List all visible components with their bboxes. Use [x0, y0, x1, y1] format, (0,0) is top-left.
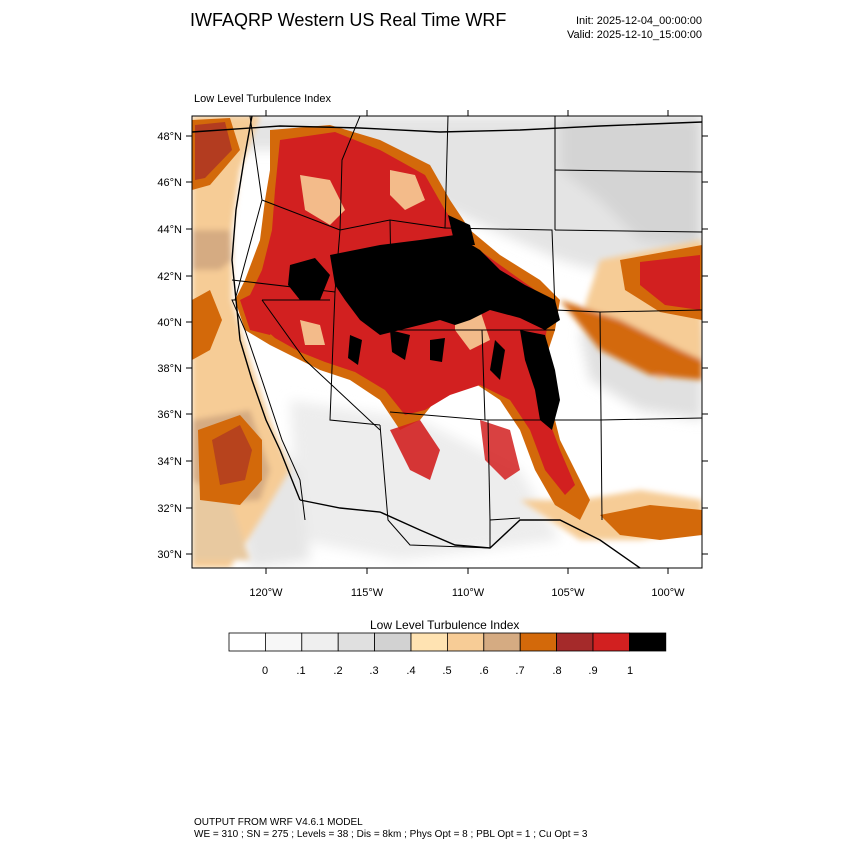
colorbar-label: .3: [369, 665, 378, 677]
lat-tick-42: 42°N: [157, 271, 708, 283]
lat-label: 34°N: [157, 456, 182, 468]
colorbar-box: [519, 632, 558, 652]
lat-label: 40°N: [157, 317, 182, 329]
colorbar-box: [264, 632, 303, 652]
lon-label: 110°W: [452, 587, 485, 599]
lon-tick-115: 115°W: [351, 110, 384, 599]
lon-tick-105: 105°W: [551, 110, 585, 599]
lat-tick-30: 30°N: [157, 549, 708, 561]
colorbar-label: .4: [406, 665, 415, 677]
map-field: [192, 116, 702, 568]
lon-label: 120°W: [249, 587, 283, 599]
lat-label: 36°N: [157, 409, 182, 421]
lat-label: 48°N: [157, 131, 182, 143]
colorbar-box: [337, 632, 376, 652]
lat-tick-44: 44°N: [157, 224, 708, 236]
lat-tick-38: 38°N: [157, 363, 708, 375]
colorbar-box: [374, 632, 412, 652]
colorbar: 0 .1 .2 .3 .4 .5 .6 .7 .8 .9 1: [228, 632, 667, 677]
field-label: Low Level Turbulence Index: [194, 93, 331, 105]
footer-line-1: OUTPUT FROM WRF V4.6.1 MODEL: [194, 817, 363, 828]
lat-tick-36: 36°N: [157, 409, 708, 421]
lat-tick-34: 34°N: [157, 456, 708, 468]
run-times: Init: 2025-12-04_00:00:00 Valid: 2025-12…: [567, 14, 702, 42]
colorbar-box: [556, 632, 594, 652]
colorbar-label: .6: [479, 665, 488, 677]
lat-tick-32: 32°N: [157, 503, 708, 515]
lon-tick-100: 100°W: [651, 110, 685, 599]
footer-line-2: WE = 310 ; SN = 275 ; Levels = 38 ; Dis …: [194, 829, 588, 840]
colorbar-box: [301, 632, 339, 652]
lat-label: 38°N: [157, 363, 182, 375]
colorbar-label: 1: [627, 665, 633, 677]
lat-tick-40: 40°N: [157, 317, 708, 329]
colorbar-label: .8: [552, 665, 561, 677]
colorbar-box: [592, 632, 630, 652]
colorbar-box: [483, 632, 521, 652]
coastline: [192, 116, 702, 568]
lat-label: 46°N: [157, 177, 182, 189]
lon-label: 100°W: [651, 587, 685, 599]
lat-label: 42°N: [157, 271, 182, 283]
colorbar-box: [629, 632, 667, 652]
state-boundaries: [231, 116, 702, 549]
lon-tick-120: 120°W: [249, 110, 283, 599]
colorbar-label: .9: [588, 665, 597, 677]
lat-axis: 48°N 46°N 44°N 42°N 40°N 38°N 36°N 34°N …: [157, 131, 708, 561]
colorbar-label: .1: [296, 665, 305, 677]
colorbar-label: .2: [333, 665, 342, 677]
lat-label: 30°N: [157, 549, 182, 561]
colorbar-box: [446, 632, 485, 652]
lon-label: 105°W: [551, 587, 585, 599]
init-time: Init: 2025-12-04_00:00:00: [576, 15, 702, 27]
colorbar-box: [228, 632, 266, 652]
lat-label: 32°N: [157, 503, 182, 515]
lon-label: 115°W: [351, 587, 384, 599]
lat-tick-48: 48°N: [157, 131, 708, 143]
model-footer: OUTPUT FROM WRF V4.6.1 MODEL WE = 310 ; …: [194, 817, 587, 841]
colorbar-box: [410, 632, 448, 652]
colorbar-label: .5: [442, 665, 451, 677]
lon-axis: 120°W 115°W 110°W 105°W 100°W: [249, 110, 685, 599]
colorbar-labels: 0 .1 .2 .3 .4 .5 .6 .7 .8 .9 1: [262, 665, 633, 677]
colorbar-boxes: [228, 632, 667, 652]
lat-label: 44°N: [157, 224, 182, 236]
colorbar-title: Low Level Turbulence Index: [370, 618, 520, 632]
map-frame: [191, 115, 703, 569]
colorbar-label: 0: [262, 665, 268, 677]
lat-tick-46: 46°N: [157, 177, 708, 189]
colorbar-label: .7: [515, 665, 524, 677]
plot-title: IWFAQRP Western US Real Time WRF: [190, 10, 507, 30]
lon-tick-110: 110°W: [452, 110, 485, 599]
valid-time: Valid: 2025-12-10_15:00:00: [567, 29, 702, 41]
